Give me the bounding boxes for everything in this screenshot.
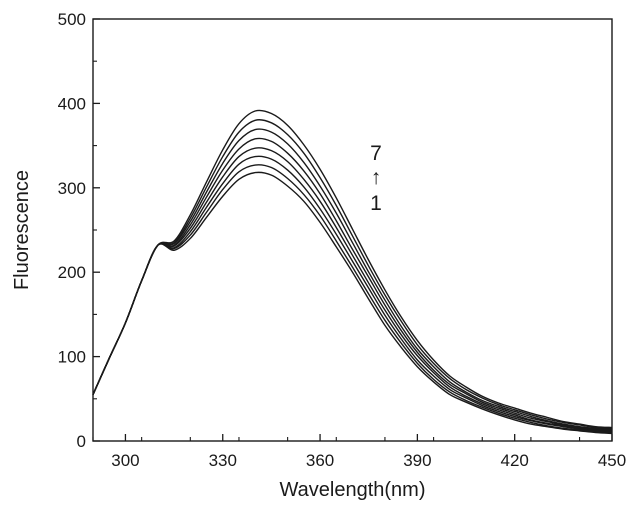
y-tick-label: 400 <box>58 94 86 113</box>
y-axis-ticks: 0 100 200 300 400 500 <box>58 10 100 451</box>
annotation-arrow: ↑ <box>371 166 382 189</box>
series-line-7 <box>92 118 613 430</box>
y-tick-label: 200 <box>58 263 86 282</box>
x-tick-label: 360 <box>306 451 334 470</box>
x-tick-label: 450 <box>598 451 626 470</box>
y-axis-title: Fluorescence <box>11 170 33 290</box>
y-tick-label: 0 <box>77 432 86 451</box>
x-tick-label: 330 <box>209 451 237 470</box>
annotation-bottom-label: 1 <box>370 192 382 215</box>
series-line-5 <box>92 137 613 431</box>
x-axis-title: Wavelength(nm) <box>280 479 426 501</box>
series-line-4 <box>92 147 613 432</box>
series-line-6 <box>92 128 613 430</box>
y-tick-label: 500 <box>58 10 86 29</box>
series-layer <box>92 109 613 435</box>
series-line-2 <box>92 164 613 434</box>
x-tick-label: 420 <box>501 451 529 470</box>
x-tick-label: 300 <box>111 451 139 470</box>
series-line-3 <box>92 155 613 433</box>
series-line-1 <box>92 171 613 435</box>
annotation-top-label: 7 <box>370 142 382 165</box>
x-axis-ticks: 300 330 360 390 420 450 <box>92 434 626 470</box>
series-line-8 <box>92 109 613 429</box>
y-tick-label: 300 <box>58 179 86 198</box>
y-tick-label: 100 <box>58 348 86 367</box>
x-tick-label: 390 <box>403 451 431 470</box>
